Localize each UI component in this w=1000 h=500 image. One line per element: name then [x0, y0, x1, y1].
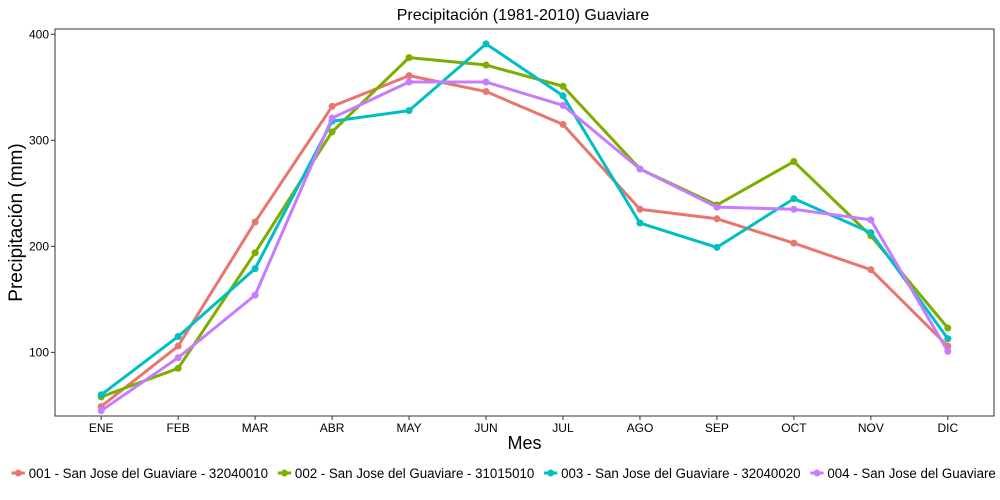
y-axis-title: Precipitación (mm) [6, 143, 27, 301]
data-point [636, 219, 644, 227]
legend-item: 003 - San Jose del Guaviare - 32040020 [544, 466, 801, 481]
series-line [99, 56, 950, 399]
data-point [790, 158, 798, 166]
data-point [174, 354, 182, 362]
data-point [713, 243, 721, 251]
series-line [99, 80, 950, 413]
x-axis: ENE FEB MAR ABR MAY JUN JUL AGO SEP OCT NOV DIC [89, 416, 958, 435]
legend-key-marker [813, 469, 821, 477]
x-tick-label: NOV [858, 421, 884, 435]
data-point [251, 218, 259, 226]
x-tick-label: MAY [396, 421, 421, 435]
data-point [482, 61, 490, 69]
data-point [713, 215, 721, 223]
x-tick-label: ENE [89, 421, 114, 435]
data-point [867, 266, 875, 274]
data-point [944, 324, 952, 332]
x-tick-label: DIC [937, 421, 958, 435]
data-point [790, 239, 798, 247]
data-point [405, 54, 413, 62]
data-point [944, 347, 952, 355]
y-tick-label: 300 [29, 133, 49, 147]
y-tick-label: 200 [29, 239, 49, 253]
x-axis-title: Mes [507, 433, 541, 453]
y-tick-label: 400 [29, 27, 49, 41]
series-line [99, 42, 950, 397]
legend-key-marker [547, 469, 555, 477]
x-tick-label: AGO [627, 421, 654, 435]
x-tick-label: FEB [166, 421, 189, 435]
data-point [867, 229, 875, 237]
y-tick-label: 100 [29, 345, 49, 359]
data-point [482, 78, 490, 86]
legend-label: 001 - San Jose del Guaviare - 32040010 [29, 466, 269, 481]
data-point [405, 78, 413, 86]
legend-item: 001 - San Jose del Guaviare - 32040010 [11, 466, 269, 481]
data-point [405, 72, 413, 80]
legend-label: 003 - San Jose del Guaviare - 32040020 [561, 466, 801, 481]
data-point [636, 165, 644, 173]
legend-label: 004 - San Jose del Guaviare [827, 466, 995, 481]
data-point [559, 92, 567, 100]
data-point [328, 128, 336, 136]
legend-key-marker [14, 469, 22, 477]
data-point [97, 391, 105, 399]
data-point [636, 205, 644, 213]
data-point [97, 407, 105, 415]
plot-panel [54, 28, 995, 417]
data-point [559, 101, 567, 109]
y-axis: 100 200 300 400 [29, 27, 55, 359]
x-tick-label: ABR [320, 421, 345, 435]
x-tick-label: MAR [242, 421, 269, 435]
data-point [790, 195, 798, 203]
data-point [482, 88, 490, 96]
data-point [174, 332, 182, 340]
series-4 [97, 78, 952, 415]
series-1 [97, 72, 952, 410]
legend-key-marker [281, 469, 288, 477]
data-point [713, 203, 721, 211]
data-point [251, 291, 259, 299]
data-point [251, 249, 259, 257]
data-point [790, 205, 798, 213]
data-point [251, 265, 259, 273]
chart-title: Precipitación (1981-2010) Guaviare [397, 7, 650, 24]
data-point [559, 120, 567, 128]
data-point [328, 114, 336, 122]
legend: 001 - San Jose del Guaviare - 32040010 00… [11, 466, 996, 481]
data-point [867, 216, 875, 224]
legend-item: 004 - San Jose del Guaviare [810, 466, 996, 481]
x-tick-label: OCT [781, 421, 807, 435]
data-point [174, 342, 182, 350]
data-point [405, 107, 413, 115]
data-point [328, 102, 336, 110]
x-tick-label: SEP [705, 421, 729, 435]
legend-label: 002 - San Jose del Guaviare - 31015010 [295, 466, 535, 481]
data-point [174, 364, 182, 372]
data-point [559, 82, 567, 90]
x-tick-label: JUN [474, 421, 497, 435]
data-point [944, 335, 952, 343]
series-layer [97, 40, 952, 415]
series-line [99, 74, 950, 408]
legend-item: 002 - San Jose del Guaviare - 31015010 [277, 466, 535, 481]
x-tick-label: JUL [552, 421, 574, 435]
data-point [482, 40, 490, 48]
